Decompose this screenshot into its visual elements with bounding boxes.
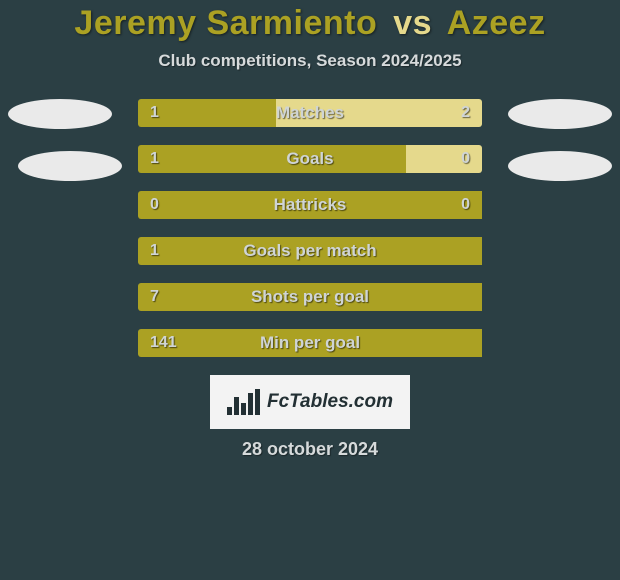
- title-vs: vs: [393, 4, 432, 42]
- title-player2: Azeez: [447, 4, 546, 42]
- bar-segment-left: [138, 191, 482, 219]
- bar-segment-right: [276, 99, 482, 127]
- bar-segment-right: [406, 145, 482, 173]
- footer-date: 28 october 2024: [0, 439, 620, 460]
- bar-segment-left: [138, 99, 276, 127]
- stat-row: Goals10: [138, 145, 482, 173]
- comparison-infographic: Jeremy Sarmiento vs Azeez Club competiti…: [0, 0, 620, 580]
- watermark: FcTables.com: [210, 375, 410, 429]
- player1-marker-icon: [18, 151, 122, 181]
- stat-row: Matches12: [138, 99, 482, 127]
- watermark-text: FcTables.com: [267, 391, 393, 413]
- bar-segment-left: [138, 237, 482, 265]
- bars-icon: [227, 389, 261, 415]
- player2-marker-icon: [508, 99, 612, 129]
- stat-row: Shots per goal7: [138, 283, 482, 311]
- title: Jeremy Sarmiento vs Azeez: [0, 4, 620, 43]
- title-player1: Jeremy Sarmiento: [74, 4, 377, 42]
- stat-rows: Matches12 Goals10 Hattricks00 Goals per mat…: [0, 99, 620, 357]
- subtitle: Club competitions, Season 2024/2025: [0, 51, 620, 71]
- stat-row: Min per goal141: [138, 329, 482, 357]
- bar-segment-left: [138, 283, 482, 311]
- player1-marker-icon: [8, 99, 112, 129]
- stat-row: Hattricks00: [138, 191, 482, 219]
- bar-segment-left: [138, 329, 482, 357]
- player2-marker-icon: [508, 151, 612, 181]
- bar-segment-left: [138, 145, 406, 173]
- stat-row: Goals per match1: [138, 237, 482, 265]
